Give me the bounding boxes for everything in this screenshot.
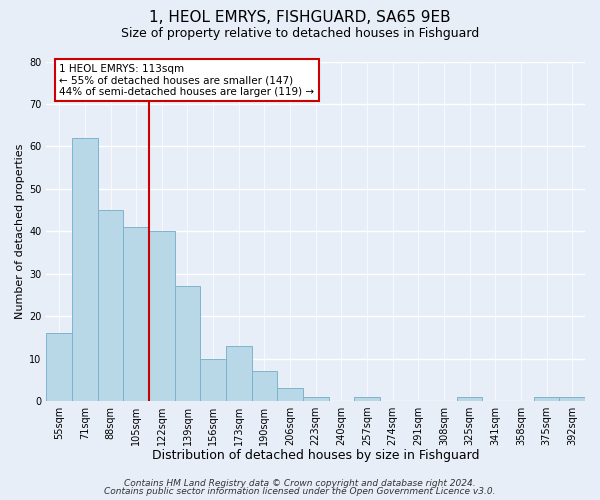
Bar: [72, 138, 98, 401]
Bar: [534, 396, 559, 401]
Text: Contains HM Land Registry data © Crown copyright and database right 2024.: Contains HM Land Registry data © Crown c…: [124, 478, 476, 488]
Bar: [457, 396, 482, 401]
Bar: [175, 286, 200, 401]
Bar: [277, 388, 303, 401]
Bar: [149, 231, 175, 401]
Bar: [303, 396, 329, 401]
X-axis label: Distribution of detached houses by size in Fishguard: Distribution of detached houses by size …: [152, 450, 479, 462]
Bar: [354, 396, 380, 401]
Bar: [124, 227, 149, 401]
Y-axis label: Number of detached properties: Number of detached properties: [15, 144, 25, 319]
Bar: [46, 333, 72, 401]
Text: 1, HEOL EMRYS, FISHGUARD, SA65 9EB: 1, HEOL EMRYS, FISHGUARD, SA65 9EB: [149, 10, 451, 25]
Bar: [98, 210, 124, 401]
Text: Size of property relative to detached houses in Fishguard: Size of property relative to detached ho…: [121, 28, 479, 40]
Bar: [226, 346, 251, 401]
Bar: [251, 372, 277, 401]
Text: Contains public sector information licensed under the Open Government Licence v3: Contains public sector information licen…: [104, 487, 496, 496]
Text: 1 HEOL EMRYS: 113sqm
← 55% of detached houses are smaller (147)
44% of semi-deta: 1 HEOL EMRYS: 113sqm ← 55% of detached h…: [59, 64, 314, 97]
Bar: [559, 396, 585, 401]
Bar: [200, 358, 226, 401]
